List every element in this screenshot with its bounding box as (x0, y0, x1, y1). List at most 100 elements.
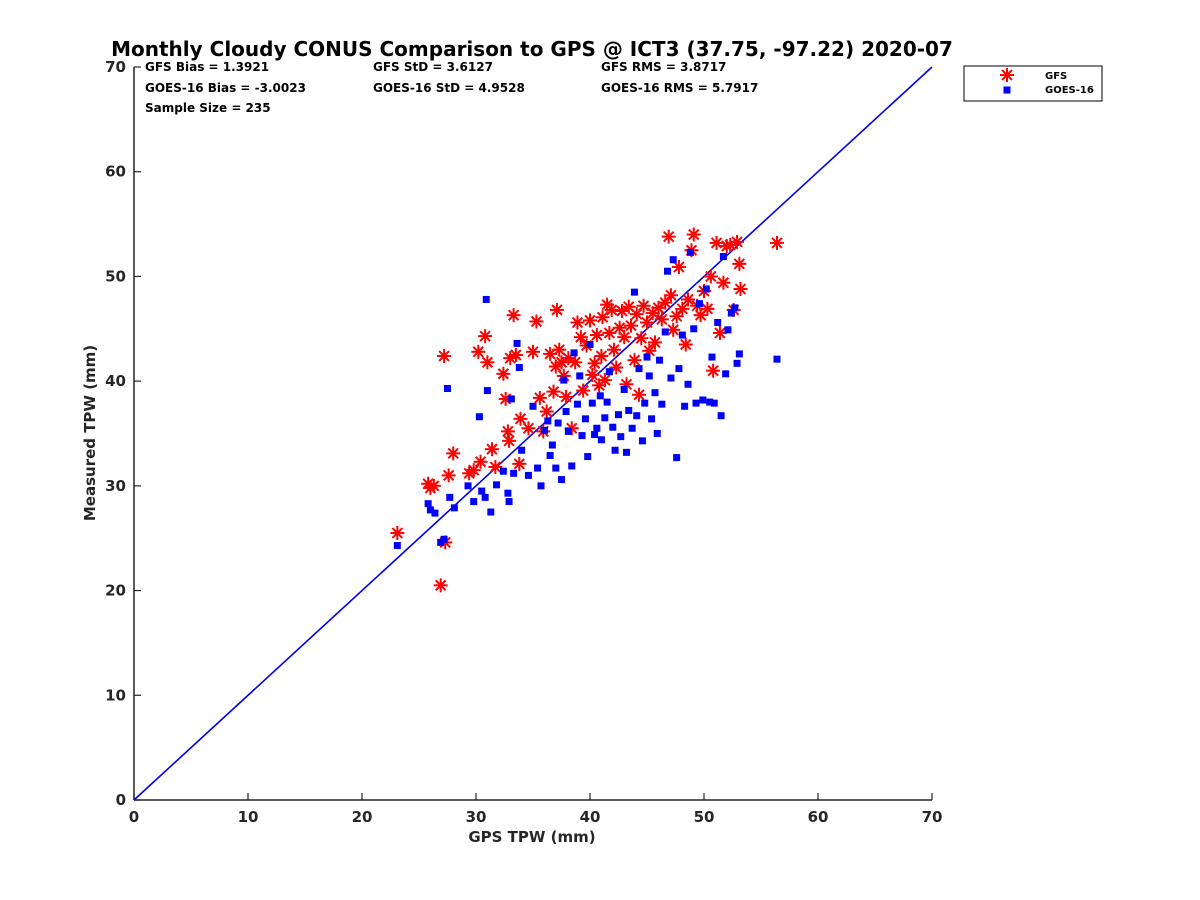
x-tick-label: 20 (352, 808, 373, 826)
gfs-data-point (441, 468, 456, 483)
sample-size-text: Sample Size = 235 (145, 101, 271, 115)
gfs-data-point (502, 433, 517, 448)
goes16-data-point (540, 426, 548, 434)
gfs-data-point (669, 309, 684, 324)
goes16-data-point (507, 395, 515, 403)
gfs-data-point (488, 460, 503, 475)
goes16-data-point (717, 412, 725, 420)
goes16-data-point (597, 436, 605, 444)
gfs-legend-asterisk (1000, 68, 1014, 82)
goes16-data-point (548, 441, 556, 449)
goes16-data-point (524, 471, 532, 479)
legend-gfs-marker (1000, 68, 1014, 82)
goes16-data-point (552, 464, 560, 472)
goes16-data-point (686, 248, 694, 256)
goes16-data-point (617, 433, 625, 441)
goes16-data-point (554, 419, 562, 427)
goes16-data-point (664, 267, 672, 275)
goes16-data-point (475, 413, 483, 421)
x-axis-label: GPS TPW (mm) (468, 828, 595, 846)
goes16-data-point (578, 432, 586, 440)
goes16-data-point (658, 400, 666, 408)
gfs-data-point (506, 308, 521, 323)
gfs-data-point (508, 347, 523, 362)
x-ticks: 0 10 20 30 40 50 60 70 (129, 793, 942, 826)
gfs-data-point (651, 300, 666, 315)
goes16-data-point (681, 402, 689, 410)
goes16-data-point (487, 508, 495, 516)
gfs-bias-text: GFS Bias = 1.3921 (145, 60, 269, 74)
x-tick-label: 50 (694, 808, 715, 826)
goes16-data-point (630, 288, 638, 296)
goes16-data-point (573, 400, 581, 408)
goes16-data-point (482, 295, 490, 303)
goes16-data-point (478, 487, 486, 495)
goes16-data-point (605, 368, 613, 376)
gfs-data-point (570, 315, 585, 330)
goes16-data-point (529, 402, 537, 410)
legend: GFS GOES-16 (963, 65, 1103, 102)
y-tick-label: 0 (116, 791, 126, 809)
goes16-data-point (733, 359, 741, 367)
goes16-data-point (667, 374, 675, 382)
goes16-data-point (446, 493, 454, 501)
gfs-data-point (647, 335, 662, 350)
gfs-data-point (513, 411, 528, 426)
x-tick-label: 40 (580, 808, 601, 826)
gfs-data-point (629, 307, 644, 322)
gfs-data-point (597, 373, 612, 388)
goes16-data-point (591, 431, 599, 439)
gfs-data-point (473, 454, 488, 469)
goes16-data-point (731, 304, 739, 312)
gfs-data-point (661, 229, 676, 244)
gfs-data-point (606, 342, 621, 357)
gfs-data-point (484, 442, 499, 457)
gfs-data-point (589, 328, 604, 343)
goes16-data-point (719, 253, 727, 261)
gfs-data-point (709, 235, 724, 250)
goes16-data-point (393, 542, 401, 550)
goes16-data-point (483, 387, 491, 395)
gfs-data-point (716, 275, 731, 290)
goes16-data-point (493, 481, 501, 489)
gfs-data-point (733, 281, 748, 296)
goes16-data-point (537, 482, 545, 490)
goes16-data-point (638, 437, 646, 445)
y-tick-label: 20 (105, 582, 126, 600)
goes-std-text: GOES-16 StD = 4.9528 (373, 81, 525, 95)
goes16-data-point (695, 300, 703, 308)
gfs-rms-text: GFS RMS = 3.8717 (601, 60, 726, 74)
goes16-data-point (669, 256, 677, 264)
gfs-data-point (769, 235, 784, 250)
goes16-data-point (699, 396, 707, 404)
gfs-data-point (500, 424, 515, 439)
goes16-data-point (581, 415, 589, 423)
gfs-data-point (732, 256, 747, 271)
gfs-data-point (663, 288, 678, 303)
gfs-data-point (730, 234, 745, 249)
goes16-data-point (611, 446, 619, 454)
gfs-data-point (671, 260, 686, 275)
goes16-data-point (426, 506, 434, 514)
goes16-data-point (714, 319, 722, 327)
gfs-data-point (678, 337, 693, 352)
goes16-data-point (635, 365, 643, 373)
goes16-data-point (470, 498, 478, 506)
goes16-data-point (648, 415, 656, 423)
gfs-data-point (446, 446, 461, 461)
goes16-data-point (564, 427, 572, 435)
gfs-data-point (617, 330, 632, 345)
gfs-data-point (480, 355, 495, 370)
gfs-data-point (559, 389, 574, 404)
goes16-data-point (651, 389, 659, 397)
goes16-data-point (499, 467, 507, 475)
y-tick-label: 30 (105, 477, 126, 495)
goes16-data-point (645, 372, 653, 380)
gfs-data-point (658, 295, 673, 310)
gfs-data-point (700, 301, 715, 316)
gfs-data-point (512, 456, 527, 471)
goes16-data-point (505, 498, 513, 506)
gfs-data-point (466, 463, 481, 478)
gfs-data-point (496, 366, 511, 381)
